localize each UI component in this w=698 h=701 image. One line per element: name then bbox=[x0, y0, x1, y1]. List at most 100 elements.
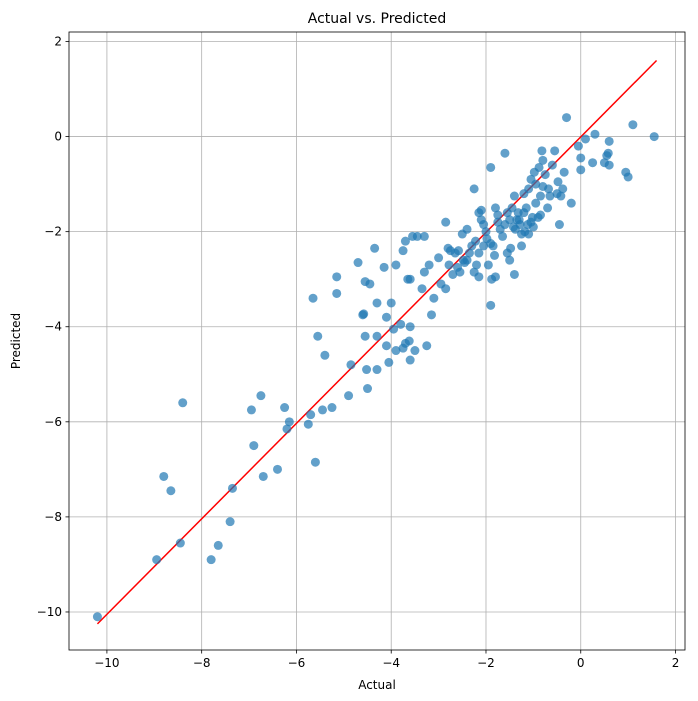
data-point bbox=[524, 184, 534, 194]
data-point bbox=[537, 146, 547, 156]
data-point bbox=[306, 410, 316, 420]
data-point bbox=[426, 310, 436, 320]
data-point bbox=[471, 236, 481, 246]
data-point bbox=[486, 162, 496, 172]
data-point bbox=[159, 471, 169, 481]
x-tick-label: −4 bbox=[382, 656, 400, 670]
data-point bbox=[372, 365, 382, 375]
data-point bbox=[206, 555, 216, 565]
data-point bbox=[507, 203, 517, 213]
data-point bbox=[576, 165, 586, 175]
data-point bbox=[531, 198, 541, 208]
data-point bbox=[391, 346, 401, 356]
x-axis-label: Actual bbox=[358, 678, 396, 692]
data-point bbox=[550, 146, 560, 156]
data-point bbox=[384, 357, 394, 367]
y-tick-label: 2 bbox=[54, 35, 62, 49]
y-tick-label: 0 bbox=[54, 130, 62, 144]
data-point bbox=[441, 217, 451, 227]
data-point bbox=[493, 210, 503, 220]
data-point bbox=[318, 405, 328, 415]
data-point bbox=[441, 284, 451, 294]
data-point bbox=[282, 424, 292, 434]
data-point bbox=[400, 236, 410, 246]
data-point bbox=[362, 365, 372, 375]
data-point bbox=[490, 203, 500, 213]
data-point bbox=[521, 203, 531, 213]
data-point bbox=[556, 191, 566, 201]
data-point bbox=[547, 160, 557, 170]
data-point bbox=[320, 350, 330, 360]
data-point bbox=[535, 210, 545, 220]
data-point bbox=[623, 172, 633, 182]
data-point bbox=[580, 134, 590, 144]
data-point bbox=[365, 279, 375, 289]
y-tick-label: −4 bbox=[44, 320, 62, 334]
data-point bbox=[404, 336, 414, 346]
x-tick-label: −6 bbox=[288, 656, 306, 670]
data-point bbox=[412, 231, 422, 241]
data-point bbox=[509, 269, 519, 279]
data-point bbox=[344, 391, 354, 401]
data-point bbox=[476, 205, 486, 215]
data-point bbox=[372, 331, 382, 341]
data-point bbox=[379, 262, 389, 272]
data-point bbox=[479, 241, 489, 251]
data-point bbox=[389, 324, 399, 334]
y-tick-label: −2 bbox=[44, 225, 62, 239]
data-point bbox=[353, 258, 363, 268]
data-point bbox=[509, 191, 519, 201]
data-point bbox=[417, 284, 427, 294]
data-point bbox=[310, 457, 320, 467]
data-point bbox=[545, 191, 555, 201]
data-point bbox=[566, 198, 576, 208]
data-point bbox=[604, 136, 614, 146]
x-tick-label: −8 bbox=[193, 656, 211, 670]
data-point bbox=[474, 272, 484, 282]
data-point bbox=[405, 355, 415, 365]
data-point bbox=[462, 255, 472, 265]
y-tick-label: −10 bbox=[37, 605, 62, 619]
data-point bbox=[363, 384, 373, 394]
data-point bbox=[649, 132, 659, 142]
data-point bbox=[500, 148, 510, 158]
data-point bbox=[498, 231, 508, 241]
plot-frame bbox=[68, 31, 686, 651]
data-point bbox=[544, 184, 554, 194]
data-point bbox=[419, 231, 429, 241]
x-tick-label: 0 bbox=[577, 656, 585, 670]
data-point bbox=[178, 398, 188, 408]
data-point bbox=[472, 260, 482, 270]
chart-title: Actual vs. Predicted bbox=[308, 11, 447, 27]
data-point bbox=[588, 158, 598, 168]
data-point bbox=[381, 341, 391, 351]
data-point bbox=[554, 220, 564, 230]
data-point bbox=[535, 191, 545, 201]
data-point bbox=[381, 312, 391, 322]
data-point bbox=[272, 464, 282, 474]
data-point bbox=[280, 403, 290, 413]
data-point bbox=[429, 293, 439, 303]
data-point bbox=[488, 241, 498, 251]
data-point bbox=[455, 267, 465, 277]
data-point bbox=[479, 220, 489, 230]
data-point bbox=[386, 298, 396, 308]
data-point bbox=[540, 170, 550, 180]
data-point bbox=[313, 331, 323, 341]
data-point bbox=[284, 417, 294, 427]
points bbox=[92, 113, 659, 622]
data-point bbox=[422, 341, 432, 351]
data-point bbox=[398, 246, 408, 256]
data-point bbox=[493, 217, 503, 227]
data-point bbox=[152, 555, 162, 565]
data-point bbox=[372, 298, 382, 308]
data-point bbox=[474, 248, 484, 258]
data-point bbox=[258, 471, 268, 481]
data-point bbox=[534, 162, 544, 172]
y-axis-label: Predicted bbox=[9, 313, 23, 369]
data-point bbox=[486, 300, 496, 310]
y-tick-label: −6 bbox=[44, 415, 62, 429]
data-point bbox=[469, 184, 479, 194]
data-point bbox=[410, 346, 420, 356]
